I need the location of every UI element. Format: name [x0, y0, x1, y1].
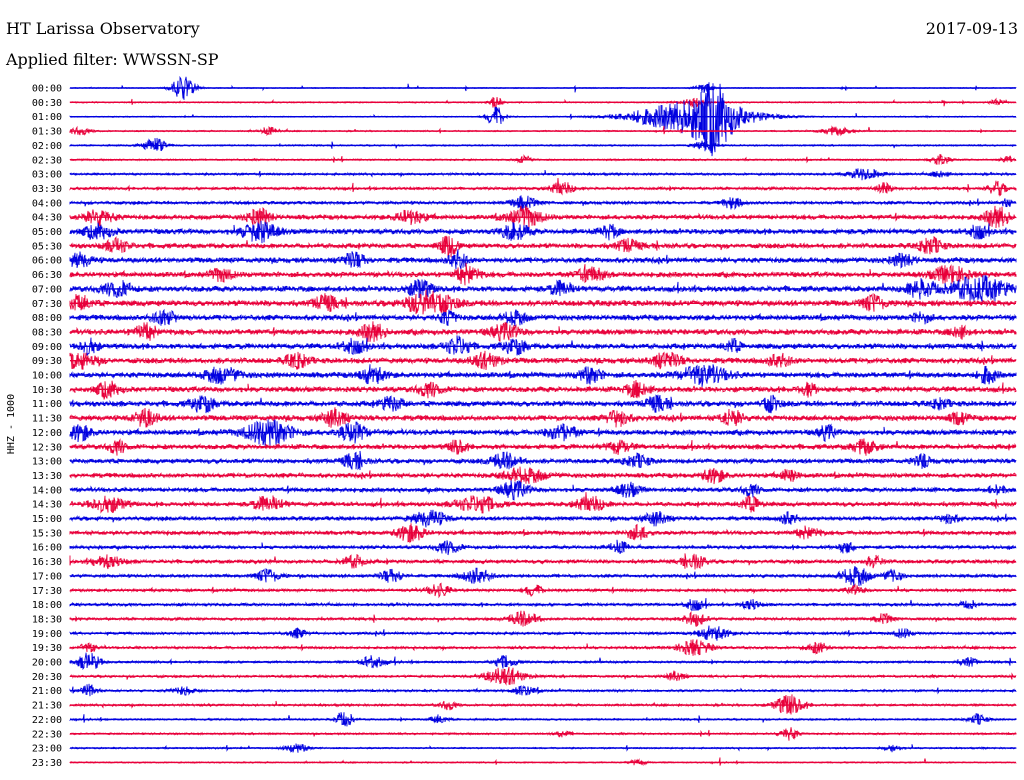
row-time-label: 02:00	[32, 141, 62, 152]
row-time-label: 03:00	[32, 170, 62, 181]
row-time-label: 18:30	[32, 614, 62, 625]
row-time-label: 16:00	[32, 543, 62, 554]
row-time-label: 11:30	[32, 414, 62, 425]
row-time-label: 08:30	[32, 327, 62, 338]
row-time-label: 06:30	[32, 270, 62, 281]
row-time-label: 17:00	[32, 571, 62, 582]
trace-line	[69, 652, 1017, 671]
row-time-label: 05:30	[32, 241, 62, 252]
row-time-label: 20:00	[32, 658, 62, 669]
trace-line	[69, 757, 1017, 766]
row-time-label: 02:30	[32, 155, 62, 166]
row-time-label: 18:00	[32, 600, 62, 611]
row-time-label: 07:30	[32, 299, 62, 310]
row-time-label: 23:00	[32, 744, 62, 755]
row-time-label: 04:00	[32, 198, 62, 209]
row-time-label: 04:30	[32, 213, 62, 224]
row-time-label: 12:00	[32, 428, 62, 439]
trace-line	[69, 289, 1017, 315]
trace-line	[69, 450, 1017, 471]
trace-line	[69, 582, 1017, 599]
row-time-label: 03:30	[32, 184, 62, 195]
row-time-label: 05:00	[32, 227, 62, 238]
row-time-label: 00:30	[32, 98, 62, 109]
row-time-label: 12:30	[32, 442, 62, 453]
filter-label: Applied filter: WWSSN-SP	[6, 50, 219, 69]
trace-line	[69, 335, 1017, 356]
observatory-title: HT Larissa Observatory	[6, 19, 200, 38]
row-time-label: 01:30	[32, 127, 62, 138]
row-time-label: 15:30	[32, 528, 62, 539]
row-time-label: 19:00	[32, 629, 62, 640]
row-time-label: 01:00	[32, 112, 62, 123]
trace-line	[69, 220, 1017, 244]
row-time-label: 09:30	[32, 356, 62, 367]
row-time-label: 15:00	[32, 514, 62, 525]
row-time-label: 20:30	[32, 672, 62, 683]
row-time-label: 10:30	[32, 385, 62, 396]
trace-line	[69, 137, 1017, 152]
row-time-label: 13:00	[32, 457, 62, 468]
date-label: 2017-09-13	[925, 19, 1018, 38]
trace-line	[69, 419, 1017, 446]
trace-line	[69, 262, 1017, 286]
row-time-label: 21:00	[32, 686, 62, 697]
row-time-label: 06:00	[32, 256, 62, 267]
trace-line	[69, 466, 1017, 485]
row-time-label: 21:30	[32, 701, 62, 712]
row-time-label: 14:00	[32, 485, 62, 496]
row-time-label: 09:00	[32, 342, 62, 353]
trace-line	[69, 492, 1017, 514]
row-time-label: 10:00	[32, 371, 62, 382]
trace-line	[69, 96, 1017, 111]
row-time-label: 00:00	[32, 84, 62, 95]
row-time-label: 23:30	[32, 758, 62, 769]
row-time-label: 22:00	[32, 715, 62, 726]
trace-line	[69, 249, 1017, 270]
row-time-label: 11:00	[32, 399, 62, 410]
row-time-label: 07:00	[32, 284, 62, 295]
row-time-label: 22:30	[32, 729, 62, 740]
trace-line	[69, 178, 1017, 197]
row-time-label: 19:30	[32, 643, 62, 654]
row-time-label: 14:30	[32, 500, 62, 511]
row-time-label: 13:30	[32, 471, 62, 482]
row-time-label: 08:00	[32, 313, 62, 324]
row-time-label: 17:30	[32, 586, 62, 597]
row-time-label: 16:30	[32, 557, 62, 568]
